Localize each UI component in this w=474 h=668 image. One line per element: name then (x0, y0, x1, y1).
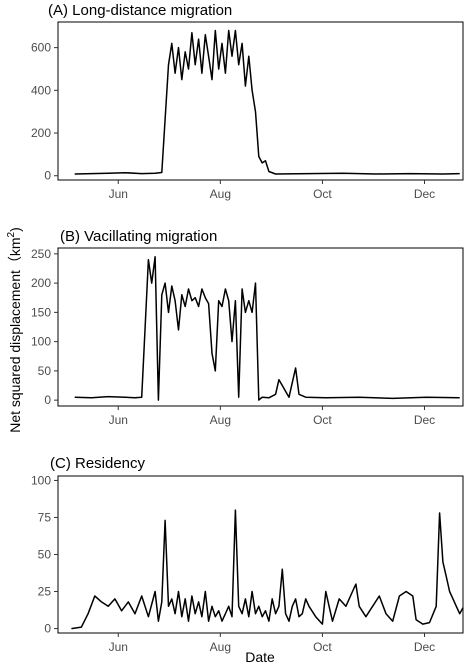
panel-b: (B) Vacillating migration 0 50 100 150 200 25… (31, 228, 464, 427)
panel-c-yticks: 0 25 50 75 100 (31, 473, 58, 636)
panel-b-ytick-label: 150 (31, 305, 51, 319)
panel-c-xtick-label: Oct (313, 640, 332, 654)
panel-c-ytick-label: 0 (44, 622, 51, 636)
panel-a-xtick-label: Jun (109, 187, 128, 201)
panel-c-series-line (71, 509, 464, 630)
panel-c: (C) Residency 0 25 50 75 100 Jun Aug Oct Dec (31, 455, 464, 654)
panel-a-ytick-label: 0 (44, 169, 51, 183)
y-axis-label-main: Net squared displacement (7, 270, 23, 433)
panel-b-xticks: Jun Aug Oct Dec (109, 406, 435, 427)
panel-a-title: (A) Long-distance migration (48, 2, 232, 19)
y-axis-label: Net squared displacement（km2) (6, 227, 23, 433)
panel-a-yticks: 0 200 400 600 (31, 41, 58, 183)
panel-a-ytick-label: 400 (31, 83, 51, 97)
panel-b-ytick-label: 250 (31, 247, 51, 261)
panel-a-ytick-label: 600 (31, 41, 51, 55)
panel-b-ytick-label: 50 (38, 364, 52, 378)
panel-c-xtick-label: Aug (210, 640, 231, 654)
panel-b-yticks: 0 50 100 150 200 250 (31, 247, 58, 407)
x-axis-label: Date (245, 649, 275, 665)
panel-a-xticks: Jun Aug Oct Dec (109, 180, 435, 201)
panel-c-xticks: Jun Aug Oct Dec (109, 633, 435, 654)
panel-a-xtick-label: Oct (313, 187, 332, 201)
panel-b-ytick-label: 200 (31, 276, 51, 290)
panel-c-xtick-label: Jun (109, 640, 128, 654)
panel-b-ytick-label: 0 (44, 393, 51, 407)
panel-b-xtick-label: Aug (210, 413, 231, 427)
panel-a-xtick-label: Dec (414, 187, 435, 201)
y-axis-label-exp: 2 (6, 231, 17, 237)
panel-b-frame (57, 247, 464, 407)
panel-b-xtick-label: Oct (313, 413, 332, 427)
panel-c-title: (C) Residency (50, 455, 146, 472)
panel-c-ytick-label: 50 (38, 548, 52, 562)
panel-b-xtick-label: Jun (109, 413, 128, 427)
panel-b-xtick-label: Dec (414, 413, 435, 427)
panel-c-ytick-label: 25 (38, 585, 52, 599)
panel-a-xtick-label: Aug (210, 187, 231, 201)
panel-c-ytick-label: 100 (31, 473, 51, 487)
panel-a-frame (57, 21, 464, 181)
y-axis-label-unit: km (7, 237, 23, 256)
panel-c-xtick-label: Dec (414, 640, 435, 654)
panel-b-title: (B) Vacillating migration (60, 228, 217, 245)
y-axis-label-close: ) (7, 227, 23, 232)
panel-a-series-line (74, 29, 460, 175)
panel-c-ytick-label: 75 (38, 510, 52, 524)
panel-b-ytick-label: 100 (31, 335, 51, 349)
panel-a: (A) Long-distance migration 0 200 400 600 J… (31, 2, 464, 201)
y-axis-label-open: （ (7, 256, 23, 270)
panel-a-ytick-label: 200 (31, 126, 51, 140)
panel-b-series-line (74, 256, 460, 401)
